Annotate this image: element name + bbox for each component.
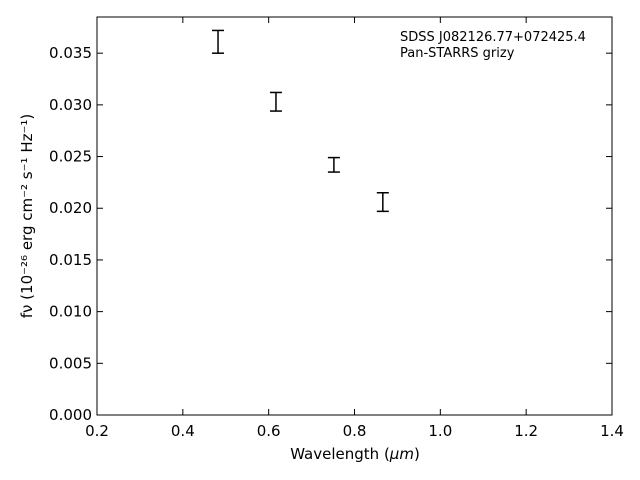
x-tick-label: 0.8	[343, 422, 367, 440]
annotation-object-name: SDSS J082126.77+072425.4	[400, 30, 586, 45]
y-tick-label: 0.030	[49, 96, 92, 114]
x-tick-label: 0.4	[171, 422, 195, 440]
x-tick-label: 0.6	[257, 422, 281, 440]
plot-layer: 0.2 0.4 0.6 0.8 1.0 1.2 1.4 0.000 0.005 0.010 0.01…	[49, 17, 624, 440]
plot-frame	[96, 16, 613, 416]
x-tick-label: 0.2	[85, 422, 109, 440]
y-tick-label: 0.020	[49, 199, 92, 217]
y-tick-label: 0.025	[49, 148, 92, 166]
y-tick-label: 0.015	[49, 251, 92, 269]
x-tick-label: 1.2	[514, 422, 538, 440]
annotation-survey: Pan-STARRS grizy	[400, 46, 515, 61]
y-tick-label: 0.010	[49, 303, 92, 321]
y-axis-label: fν (10⁻²⁶ erg cm⁻² s⁻¹ Hz⁻¹)	[18, 114, 36, 319]
y-tick-label: 0.000	[49, 406, 92, 424]
x-axis-label: Wavelength (μm)	[290, 445, 420, 463]
y-tick-label: 0.035	[49, 44, 92, 62]
x-tick-label: 1.0	[428, 422, 452, 440]
x-tick-label: 1.4	[600, 422, 624, 440]
y-tick-label: 0.005	[49, 354, 92, 372]
